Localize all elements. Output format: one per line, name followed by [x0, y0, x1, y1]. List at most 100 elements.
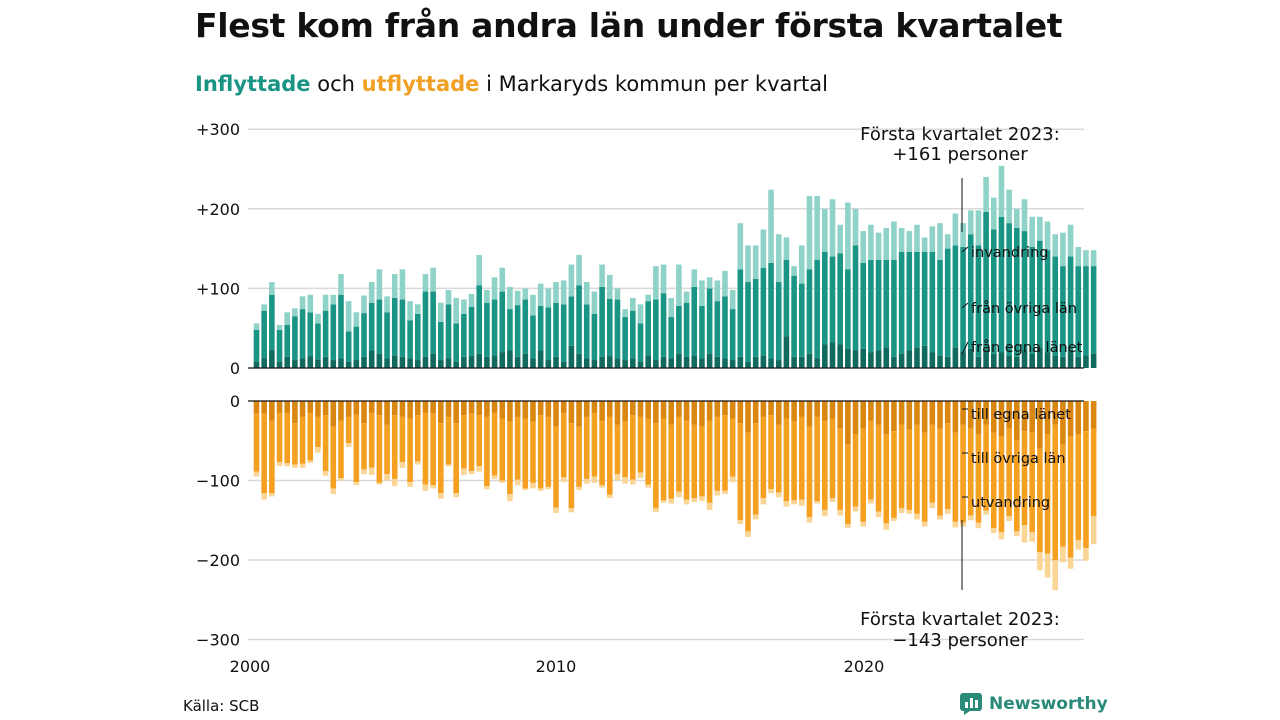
bar-in-0 [276, 361, 283, 368]
bar-out-2 [683, 499, 690, 505]
bar-in-1 [921, 251, 928, 346]
bar-in-2 [353, 312, 360, 327]
bar-in-0 [560, 361, 567, 368]
bar-out-0 [391, 401, 398, 416]
bar-in-0 [990, 353, 997, 368]
bar-in-2 [1029, 216, 1035, 248]
bar-in-2 [960, 223, 966, 248]
bar-out-2 [699, 496, 705, 502]
bar-out-1 [737, 423, 744, 521]
bar-out-0 [791, 401, 797, 422]
bar-in-1 [1060, 266, 1066, 357]
subtitle-and-word: och [317, 72, 355, 96]
bar-in-2 [875, 232, 882, 260]
bar-in-0 [1044, 352, 1051, 368]
bar-in-2 [345, 301, 352, 332]
bar-in-2 [975, 210, 982, 246]
bar-in-1 [645, 301, 651, 356]
bar-out-2 [1044, 553, 1051, 578]
bar-in-1 [944, 248, 951, 357]
bar-in-0 [645, 355, 651, 368]
bar-out-0 [852, 401, 859, 435]
bar-out-1 [975, 434, 982, 523]
bar-out-0 [683, 401, 690, 421]
bar-out-2 [591, 476, 598, 483]
bar-out-2 [576, 486, 582, 491]
bar-out-0 [1060, 401, 1066, 445]
bar-out-0 [507, 401, 513, 422]
bar-out-1 [606, 416, 613, 495]
bar-out-0 [775, 401, 782, 425]
bar-out-0 [484, 401, 490, 417]
latest-in-value: +161 personer [892, 144, 1028, 165]
bar-out-2 [653, 508, 659, 513]
bar-in-2 [269, 282, 275, 295]
bar-out-2 [507, 494, 513, 502]
subtitle-inflow-word: Inflyttade [195, 72, 311, 96]
bar-in-0 [476, 353, 483, 368]
bar-out-0 [645, 401, 651, 419]
bar-out-0 [806, 401, 813, 427]
bar-in-2 [576, 254, 582, 286]
bar-out-1 [530, 421, 536, 483]
bar-in-0 [253, 361, 260, 368]
bar-in-2 [668, 297, 675, 318]
bar-out-2 [691, 497, 698, 502]
bar-out-2 [668, 498, 675, 504]
bar-out-1 [691, 424, 698, 498]
bar-out-2 [983, 510, 989, 515]
bar-in-0 [1014, 356, 1020, 368]
bar-in-0 [399, 356, 406, 368]
bar-in-1 [990, 229, 997, 354]
bar-in-1 [806, 269, 813, 354]
bar-in-0 [1029, 353, 1035, 368]
bar-out-1 [722, 415, 728, 491]
bar-out-0 [929, 401, 936, 425]
bar-in-0 [445, 358, 452, 368]
bar-in-0 [530, 358, 536, 368]
legend-label-out: till egna länet [971, 407, 1071, 423]
y-tick-label: +200 [196, 200, 240, 219]
bar-out-1 [883, 434, 890, 524]
bar-out-0 [530, 401, 536, 422]
bar-out-0 [422, 401, 429, 413]
bar-out-2 [391, 478, 398, 487]
bar-out-1 [1083, 431, 1089, 549]
bar-out-1 [484, 416, 490, 487]
bar-out-2 [944, 509, 951, 514]
latest-out-label: Första kvartalet 2023: [860, 609, 1060, 630]
bar-in-1 [622, 317, 628, 361]
y-tick-label: −100 [196, 472, 240, 491]
bar-out-1 [914, 424, 920, 514]
bar-out-1 [261, 413, 267, 494]
bar-in-1 [1029, 247, 1035, 354]
bar-in-1 [729, 309, 736, 361]
bar-in-0 [430, 353, 436, 368]
bar-in-1 [791, 275, 797, 357]
bar-in-0 [330, 360, 337, 368]
bar-in-2 [476, 254, 483, 286]
bar-in-2 [1014, 208, 1020, 228]
bar-in-2 [284, 312, 291, 326]
bar-in-1 [345, 331, 352, 362]
bar-out-2 [829, 497, 836, 502]
bar-out-2 [468, 470, 475, 475]
bar-out-0 [568, 401, 575, 424]
bar-out-1 [583, 416, 590, 479]
bar-in-0 [967, 348, 974, 368]
bar-out-0 [829, 401, 836, 419]
bar-out-2 [921, 521, 928, 527]
bar-in-0 [307, 356, 314, 368]
legend-leader [961, 302, 969, 309]
bar-in-2 [445, 289, 452, 305]
bar-in-0 [453, 361, 459, 368]
bar-in-0 [499, 352, 506, 368]
bar-out-2 [1052, 560, 1059, 591]
bar-in-0 [998, 352, 1005, 368]
bar-out-1 [1021, 431, 1028, 526]
subtitle-outflow-word: utflyttade [361, 72, 480, 96]
bar-out-2 [583, 478, 590, 484]
bar-in-1 [967, 234, 974, 349]
bar-in-0 [944, 356, 951, 368]
bar-out-0 [361, 401, 367, 424]
